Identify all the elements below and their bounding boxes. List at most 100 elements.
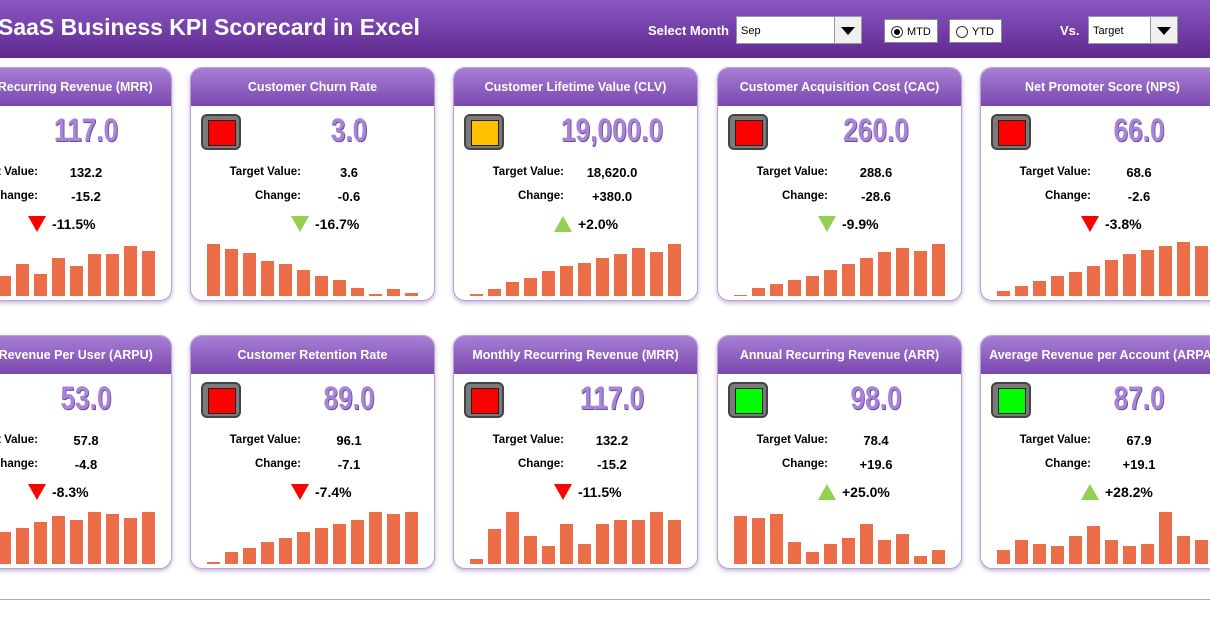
change-percent: +2.0% bbox=[578, 216, 619, 232]
mtd-radio[interactable]: MTD bbox=[884, 19, 938, 43]
change-label: Change: bbox=[255, 190, 301, 202]
trend-bar bbox=[1069, 536, 1082, 564]
trend-arrow bbox=[554, 216, 572, 232]
trend-bar bbox=[752, 518, 765, 564]
change-value: +380.0 bbox=[591, 189, 633, 204]
trend-bar bbox=[932, 244, 945, 296]
radio-label: MTD bbox=[907, 26, 931, 38]
trend-bar bbox=[806, 552, 819, 564]
change-percent: +25.0% bbox=[842, 484, 890, 500]
trend-bar bbox=[1141, 250, 1154, 296]
trend-arrow bbox=[291, 216, 309, 232]
trend-bar bbox=[506, 512, 519, 564]
status-indicator bbox=[991, 382, 1031, 418]
change-label: Change: bbox=[0, 458, 38, 470]
vs-value: Target bbox=[1093, 25, 1124, 37]
trend-bar bbox=[668, 520, 681, 564]
change-percent: +28.2% bbox=[1105, 484, 1153, 500]
trend-bar bbox=[842, 264, 855, 296]
kpi-value: 89.0 bbox=[323, 380, 375, 416]
kpi-card: Annual Recurring Revenue (ARR) 98.0 Target… bbox=[717, 335, 962, 569]
trend-bar bbox=[842, 538, 855, 564]
target-value: 96.1 bbox=[336, 433, 362, 448]
trend-bar bbox=[1087, 526, 1100, 564]
trend-bar bbox=[614, 254, 627, 296]
trend-bar bbox=[142, 512, 155, 564]
change-percent: -3.8% bbox=[1105, 216, 1142, 232]
kpi-card: Customer Churn Rate 3.0 Target Value: 3.6 Ch… bbox=[190, 67, 435, 301]
target-label: Target Value: bbox=[756, 434, 828, 446]
trend-bar bbox=[788, 280, 801, 296]
kpi-card: Customer Acquisition Cost (CAC) 260.0 Targ… bbox=[717, 67, 962, 301]
trend-bar bbox=[225, 249, 238, 296]
trend-bar bbox=[16, 264, 29, 296]
target-value: 3.6 bbox=[339, 165, 359, 180]
kpi-value: 53.0 bbox=[60, 380, 112, 416]
trend-bar bbox=[351, 520, 364, 564]
change-label: Change: bbox=[518, 458, 564, 470]
trend-bar bbox=[34, 274, 47, 296]
trend-bar bbox=[207, 244, 220, 296]
target-value: 18,620.0 bbox=[586, 165, 638, 180]
trend-bar bbox=[1051, 546, 1064, 564]
month-dropdown[interactable]: Sep bbox=[736, 16, 862, 44]
ytd-radio[interactable]: YTD bbox=[949, 19, 1002, 43]
vs-dropdown[interactable]: Target bbox=[1088, 16, 1178, 44]
trend-arrow bbox=[1081, 484, 1099, 500]
trend-bar bbox=[560, 524, 573, 564]
target-label: Target Value: bbox=[229, 166, 301, 178]
trend-bar bbox=[1033, 281, 1046, 296]
change-label: Change: bbox=[1045, 190, 1091, 202]
kpi-card: Average Revenue Per User (ARPU) 53.0 Targe… bbox=[0, 335, 172, 569]
trend-bar bbox=[1033, 544, 1046, 564]
change-percent: -7.4% bbox=[315, 484, 352, 500]
change-label: Change: bbox=[782, 190, 828, 202]
change-value: -7.1 bbox=[337, 457, 361, 472]
trend-bar bbox=[297, 270, 310, 296]
trend-arrow bbox=[818, 484, 836, 500]
change-percent: -11.5% bbox=[52, 216, 96, 232]
card-title: Net Promoter Score (NPS) bbox=[981, 68, 1210, 106]
target-value: 288.6 bbox=[859, 165, 893, 180]
trend-bar bbox=[1015, 540, 1028, 564]
kpi-card: Customer Lifetime Value (CLV) 19,000.0 Tar… bbox=[453, 67, 698, 301]
trend-bar bbox=[333, 524, 346, 564]
status-indicator bbox=[728, 114, 768, 150]
trend-bar bbox=[405, 512, 418, 564]
trend-arrow bbox=[28, 216, 46, 232]
trend-bar bbox=[261, 261, 274, 296]
change-value: -4.8 bbox=[74, 457, 98, 472]
card-title: Monthly Recurring Revenue (MRR) bbox=[0, 68, 171, 106]
trend-bar bbox=[297, 532, 310, 564]
trend-bar bbox=[860, 258, 873, 296]
trend-bar bbox=[1177, 536, 1190, 564]
trend-bar bbox=[997, 291, 1010, 296]
trend-bar bbox=[387, 289, 400, 296]
trend-bar bbox=[207, 562, 220, 564]
trend-bar bbox=[1015, 286, 1028, 296]
trend-bar bbox=[650, 252, 663, 296]
kpi-value: 260.0 bbox=[843, 112, 909, 148]
trend-bar bbox=[88, 254, 101, 296]
card-title: Average Revenue Per User (ARPU) bbox=[0, 336, 171, 374]
trend-bar bbox=[142, 251, 155, 296]
trend-bar bbox=[1105, 540, 1118, 564]
trend-bar bbox=[734, 516, 747, 564]
trend-bar bbox=[351, 288, 364, 296]
trend-bar bbox=[405, 293, 418, 296]
kpi-value: 117.0 bbox=[579, 380, 645, 416]
card-title: Monthly Recurring Revenue (MRR) bbox=[454, 336, 697, 374]
card-title: Average Revenue per Account (ARPA) bbox=[981, 336, 1210, 374]
trend-arrow bbox=[28, 484, 46, 500]
kpi-card: Customer Retention Rate 89.0 Target Value:… bbox=[190, 335, 435, 569]
trend-bar bbox=[1177, 242, 1190, 296]
trend-bar bbox=[1087, 266, 1100, 296]
card-title: Customer Retention Rate bbox=[191, 336, 434, 374]
trend-bar bbox=[542, 546, 555, 564]
vs-label: Vs. bbox=[1060, 23, 1080, 38]
trend-bar bbox=[914, 251, 927, 296]
trend-bar bbox=[470, 559, 483, 564]
trend-bar bbox=[1195, 246, 1208, 296]
trend-bar bbox=[578, 544, 591, 564]
